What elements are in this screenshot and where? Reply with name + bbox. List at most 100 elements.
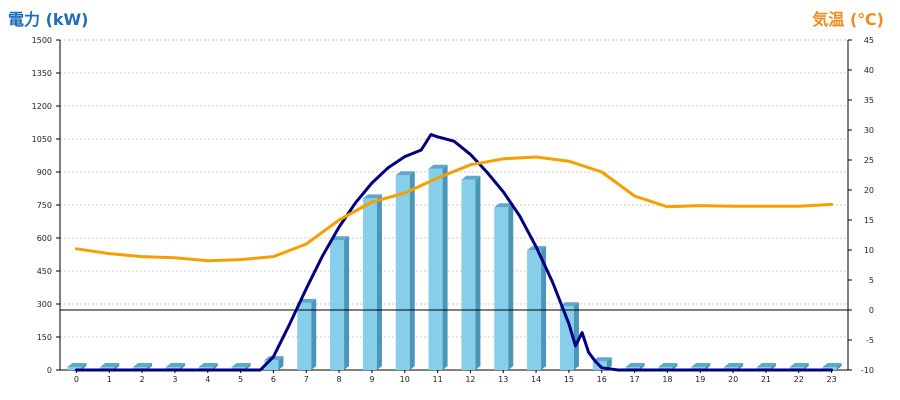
x-tick-label: 16 (597, 375, 607, 384)
right-tick-label: -10 (861, 366, 874, 375)
left-tick-label: 750 (37, 201, 52, 210)
left-axis-title: 電力 (kW) (8, 10, 89, 29)
x-tick-label: 13 (498, 375, 508, 384)
bar-side (179, 363, 185, 370)
x-tick-label: 19 (695, 375, 705, 384)
left-tick-label: 1200 (32, 102, 52, 111)
x-tick-label: 4 (205, 375, 210, 384)
bar-side (278, 356, 284, 370)
right-tick-label: 35 (864, 96, 874, 105)
x-tick-label: 1 (107, 375, 112, 384)
x-tick-label: 17 (629, 375, 639, 384)
x-tick-label: 18 (662, 375, 672, 384)
bar-top (100, 363, 120, 367)
x-tick-label: 3 (172, 375, 177, 384)
bar (461, 179, 476, 370)
bar-side (376, 194, 382, 370)
right-tick-label: 25 (864, 156, 874, 165)
x-tick-label: 7 (304, 375, 309, 384)
x-tick-label: 11 (432, 375, 442, 384)
bar-side (541, 246, 547, 370)
x-tick-label: 6 (271, 375, 276, 384)
bar-top (133, 363, 153, 367)
left-tick-label: 150 (37, 333, 52, 342)
bar-side (573, 302, 579, 370)
left-tick-label: 300 (37, 300, 52, 309)
bar-top (592, 357, 612, 362)
right-tick-label: 0 (869, 306, 874, 315)
x-tick-label: 22 (794, 375, 804, 384)
right-tick-label: 40 (864, 66, 874, 75)
right-tick-label: 15 (864, 216, 874, 225)
bar-side (639, 363, 645, 370)
bar-top (822, 363, 842, 367)
bar-side (442, 164, 448, 370)
bar (559, 306, 574, 370)
x-tick-label: 23 (826, 375, 836, 384)
x-tick-label: 21 (761, 375, 771, 384)
x-tick-label: 9 (369, 375, 374, 384)
bar-top (691, 363, 711, 367)
bar-top (362, 194, 382, 199)
bar-side (344, 236, 350, 370)
bar-side (212, 363, 218, 370)
right-tick-label: 45 (864, 36, 874, 45)
x-tick-label: 2 (140, 375, 145, 384)
bar (395, 175, 410, 370)
right-tick-label: 5 (869, 276, 874, 285)
right-tick-label: 30 (864, 126, 874, 135)
x-tick-label: 12 (465, 375, 475, 384)
right-tick-label: 20 (864, 186, 874, 195)
power-line (74, 133, 834, 372)
bar-side (836, 363, 842, 370)
right-tick-label: -5 (866, 336, 874, 345)
bar-top (231, 363, 251, 367)
bar-side (475, 175, 481, 370)
bar-top (165, 363, 185, 367)
x-tick-label: 8 (337, 375, 342, 384)
bar-top (67, 363, 87, 367)
bar-side (705, 363, 711, 370)
left-tick-label: 450 (37, 267, 52, 276)
bar (494, 207, 509, 370)
x-tick-label: 14 (531, 375, 541, 384)
left-tick-label: 0 (47, 366, 52, 375)
temperature-line (74, 155, 834, 263)
bar-side (147, 363, 153, 370)
right-tick-label: 10 (864, 246, 874, 255)
right-axis-title: 気温 (℃) (812, 10, 884, 29)
bar-side (606, 357, 612, 370)
bar (362, 198, 377, 370)
bar (297, 302, 312, 370)
bar-top (625, 363, 645, 367)
bar-side (803, 363, 809, 370)
bar-top (395, 171, 415, 176)
left-tick-label: 1350 (32, 69, 52, 78)
bar-top (658, 363, 678, 367)
x-tick-label: 20 (728, 375, 738, 384)
bar-top (789, 363, 809, 367)
bar-side (81, 363, 87, 370)
bar-side (311, 298, 317, 370)
bar-side (770, 363, 776, 370)
bar-side (738, 363, 744, 370)
bar-top (724, 363, 744, 367)
bar-top (494, 203, 514, 208)
left-tick-label: 600 (37, 234, 52, 243)
left-tick-label: 900 (37, 168, 52, 177)
bar (330, 240, 345, 370)
bar-side (409, 171, 415, 370)
bar-top (559, 302, 579, 307)
bar-top (198, 363, 218, 367)
x-tick-label: 15 (564, 375, 574, 384)
bar (428, 168, 443, 370)
bar (67, 367, 82, 370)
left-tick-label: 1500 (32, 36, 52, 45)
x-tick-label: 5 (238, 375, 243, 384)
bar-side (508, 203, 514, 370)
bar-side (245, 363, 251, 370)
bar-side (114, 363, 120, 370)
x-tick-label: 0 (74, 375, 79, 384)
bar (264, 360, 279, 370)
